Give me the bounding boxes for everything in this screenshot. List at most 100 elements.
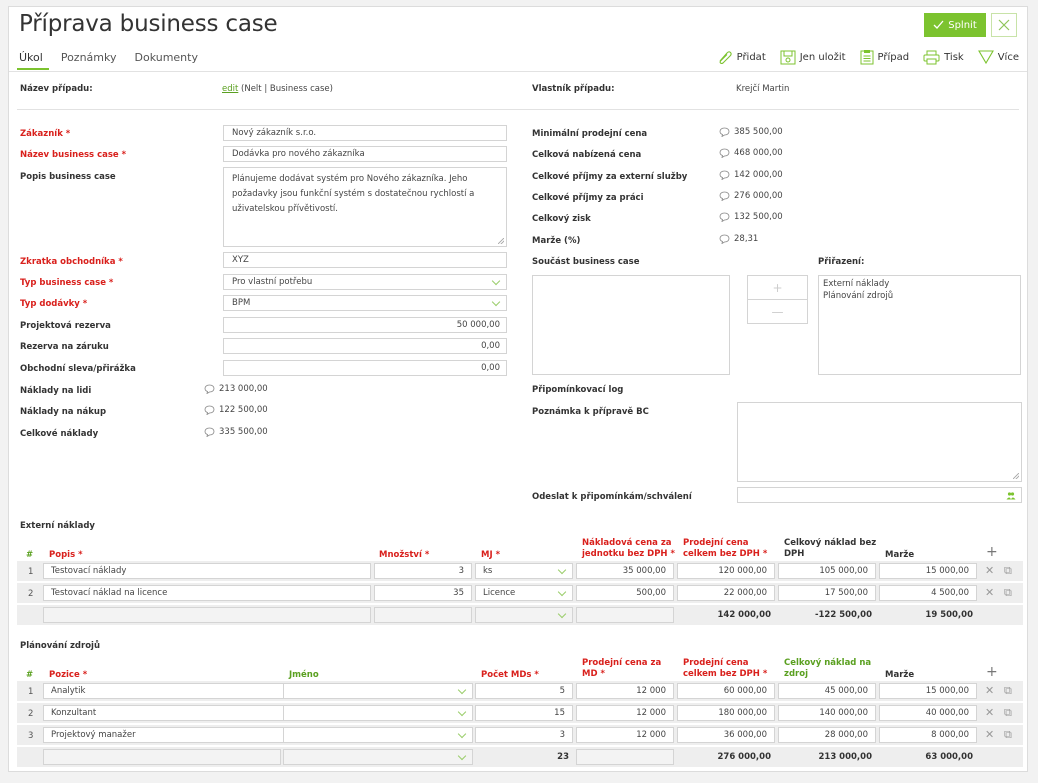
warranty-reserve-input[interactable]: 0,00 <box>223 338 507 354</box>
owner-label: Vlastník případu: <box>532 84 615 94</box>
margin-value: 28,31 <box>719 234 758 244</box>
res-col-position: Pozice * <box>49 670 88 680</box>
delete-row-icon[interactable]: ✕ <box>985 706 995 719</box>
add-row-icon[interactable]: + <box>986 544 998 560</box>
ext-desc-input[interactable]: Testovací náklady <box>43 563 371 579</box>
remove-assignment-button[interactable]: — <box>771 305 784 319</box>
people-costs-text: 213 000,00 <box>219 384 268 394</box>
save-only-button[interactable]: Jen uložit <box>780 50 846 65</box>
res-col-margin: Marže <box>885 670 915 680</box>
assignment-list[interactable]: Externí náklady Plánování zdrojů <box>818 275 1021 375</box>
res-cost-input[interactable]: 140 000,00 <box>778 705 876 721</box>
close-button[interactable] <box>991 13 1017 37</box>
res-sale-input[interactable]: 60 000,00 <box>677 683 775 699</box>
res-md-price-input[interactable]: 12 000 <box>576 727 674 743</box>
copy-row-icon[interactable]: ⧉ <box>1004 564 1012 577</box>
ext-col-sale-line1: Prodejní cena <box>683 538 749 548</box>
add-row-icon[interactable]: + <box>986 664 998 680</box>
res-cost-input[interactable]: 28 000,00 <box>778 727 876 743</box>
res-margin-input[interactable]: 15 000,00 <box>879 683 977 699</box>
res-md-price-input[interactable]: 12 000 <box>576 683 674 699</box>
res-cost-input[interactable]: 45 000,00 <box>778 683 876 699</box>
res-new-md-price-input[interactable] <box>576 749 674 765</box>
assignment-item[interactable]: Plánování zdrojů <box>823 291 894 301</box>
ext-cost-input[interactable]: 500,00 <box>576 585 674 601</box>
ext-desc-input[interactable]: Testovací náklad na licence <box>43 585 371 601</box>
res-new-position-select[interactable] <box>43 749 281 765</box>
project-reserve-input[interactable]: 50 000,00 <box>223 317 507 333</box>
complete-button[interactable]: Splnit <box>924 13 986 37</box>
copy-row-icon[interactable]: ⧉ <box>1004 586 1012 599</box>
assignment-label: Přiřazení: <box>818 257 865 267</box>
res-mds-input[interactable]: 5 <box>475 683 573 699</box>
more-button[interactable]: Více <box>977 50 1019 64</box>
copy-row-icon[interactable]: ⧉ <box>1004 706 1012 719</box>
res-margin-input[interactable]: 8 000,00 <box>879 727 977 743</box>
delete-row-icon[interactable]: ✕ <box>985 684 995 697</box>
res-name-select[interactable] <box>283 705 473 721</box>
tab-notes[interactable]: Poznámky <box>60 51 117 64</box>
ext-total-cost-input[interactable]: 17 500,00 <box>778 585 876 601</box>
part-of-bc-list[interactable] <box>532 275 730 375</box>
ext-cost-input[interactable]: 35 000,00 <box>576 563 674 579</box>
users-icon <box>1006 492 1016 500</box>
res-col-res-cost: Celkový náklad na zdroj <box>784 658 871 680</box>
res-mds-input[interactable]: 3 <box>475 727 573 743</box>
res-margin-input[interactable]: 40 000,00 <box>879 705 977 721</box>
tab-documents[interactable]: Dokumenty <box>134 51 198 64</box>
add-assignment-button[interactable]: + <box>748 276 807 300</box>
res-sale-input[interactable]: 36 000,00 <box>677 727 775 743</box>
owner-value: Krejčí Martin <box>736 84 790 94</box>
res-mds-input[interactable]: 15 <box>475 705 573 721</box>
customer-input[interactable]: Nový zákazník s.r.o. <box>223 125 507 141</box>
ext-col-margin: Marže <box>885 550 915 560</box>
send-user-input[interactable] <box>737 487 1022 503</box>
bc-name-input[interactable]: Dodávka pro nového zákazníka <box>223 146 507 162</box>
salesman-input[interactable]: XYZ <box>223 252 507 268</box>
delete-row-icon[interactable]: ✕ <box>985 564 995 577</box>
ext-qty-input[interactable]: 3 <box>374 563 472 579</box>
copy-row-icon[interactable]: ⧉ <box>1004 728 1012 741</box>
ext-sale-input[interactable]: 120 000,00 <box>677 563 775 579</box>
case-button[interactable]: Případ <box>860 49 909 65</box>
description-textarea[interactable]: Plánujeme dodávat systém pro Nového záka… <box>223 167 507 247</box>
print-button[interactable]: Tisk <box>923 50 964 65</box>
ext-income-value: 142 000,00 <box>719 170 783 180</box>
ext-income-text: 142 000,00 <box>734 170 783 180</box>
bc-type-select[interactable]: Pro vlastní potřebu <box>223 274 507 290</box>
ext-unit-select[interactable]: ks <box>475 563 573 579</box>
res-sale-input[interactable]: 180 000,00 <box>677 705 775 721</box>
ext-sale-input[interactable]: 22 000,00 <box>677 585 775 601</box>
discount-input[interactable]: 0,00 <box>223 360 507 376</box>
ext-new-unit-select[interactable] <box>475 607 573 623</box>
res-name-select[interactable] <box>283 727 473 743</box>
ext-new-qty-input[interactable] <box>374 607 472 623</box>
copy-row-icon[interactable]: ⧉ <box>1004 684 1012 697</box>
res-md-price-input[interactable]: 12 000 <box>576 705 674 721</box>
case-edit-link[interactable]: edit <box>222 84 239 94</box>
note-textarea[interactable] <box>737 402 1022 482</box>
check-icon <box>933 20 944 29</box>
res-new-name-select[interactable] <box>283 749 473 765</box>
ext-new-cost-input[interactable] <box>576 607 674 623</box>
ext-qty-input[interactable]: 35 <box>374 585 472 601</box>
add-button[interactable]: Přidat <box>717 50 766 64</box>
purchase-costs-text: 122 500,00 <box>219 405 268 415</box>
res-col-res-cost-line1: Celkový náklad na <box>784 658 872 668</box>
tab-task[interactable]: Úkol <box>17 51 49 70</box>
ext-margin-input[interactable]: 15 000,00 <box>879 563 977 579</box>
ext-margin-input[interactable]: 4 500,00 <box>879 585 977 601</box>
ext-total-cost-input[interactable]: 105 000,00 <box>778 563 876 579</box>
part-of-bc-label: Součást business case <box>532 257 640 267</box>
res-name-select[interactable] <box>283 683 473 699</box>
margin-label: Marže (%) <box>532 236 581 246</box>
ext-col-sale-line2: celkem bez DPH * <box>683 549 768 559</box>
offered-price-label: Celková nabízená cena <box>532 150 642 160</box>
delete-row-icon[interactable]: ✕ <box>985 586 995 599</box>
ext-new-desc-input[interactable] <box>43 607 371 623</box>
comment-icon <box>719 148 730 158</box>
delivery-type-select[interactable]: BPM <box>223 295 507 311</box>
ext-unit-select[interactable]: Licence <box>475 585 573 601</box>
delete-row-icon[interactable]: ✕ <box>985 728 995 741</box>
assignment-item[interactable]: Externí náklady <box>823 279 890 289</box>
